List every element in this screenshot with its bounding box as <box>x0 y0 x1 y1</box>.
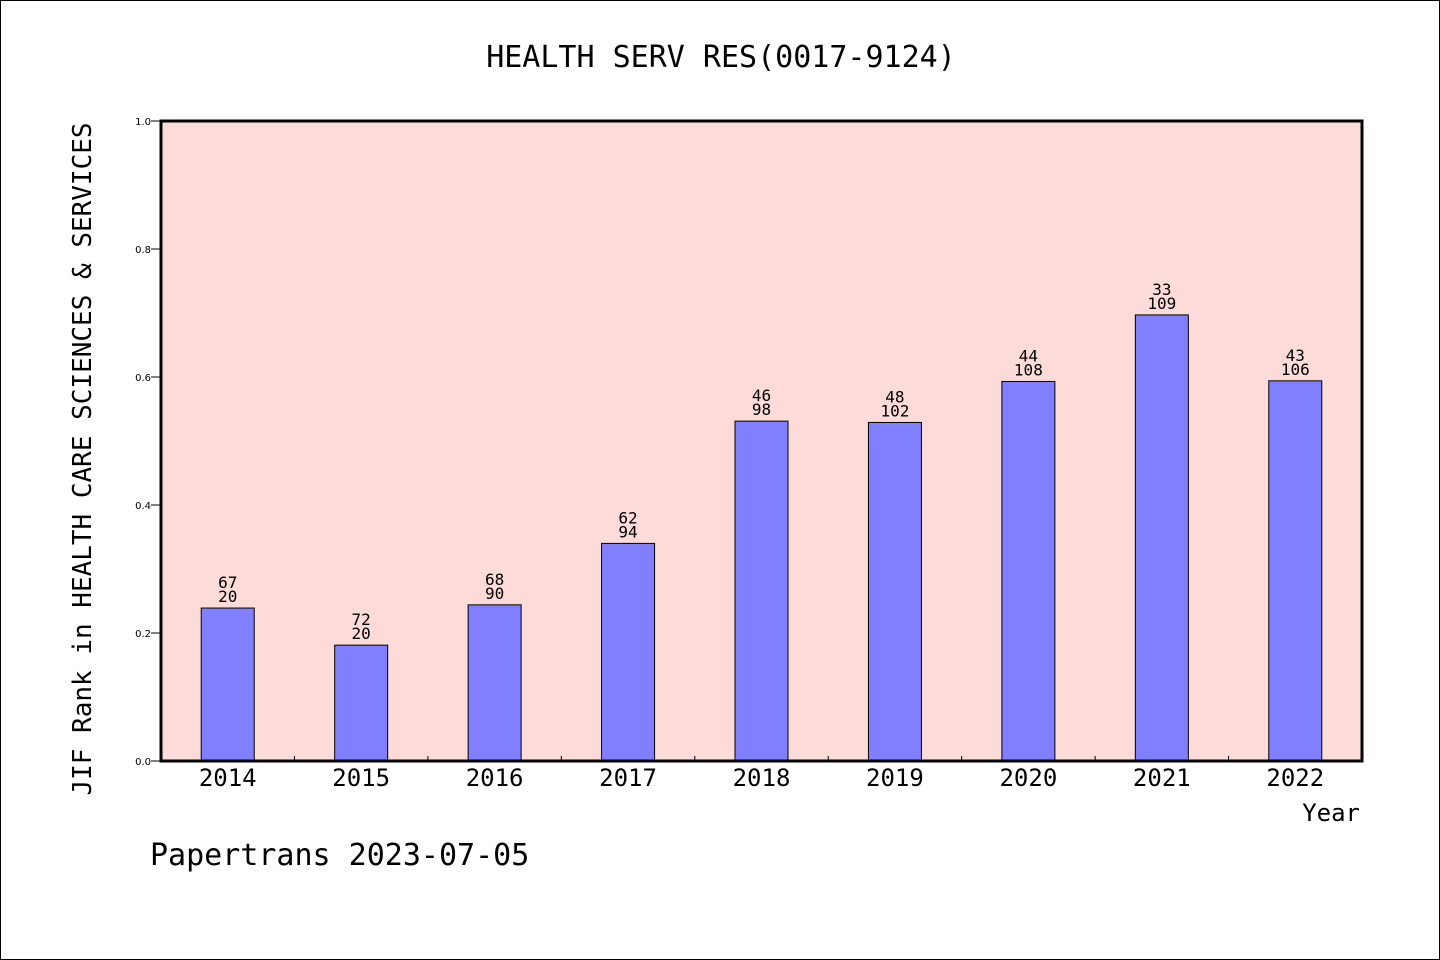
bar-2016 <box>467 604 522 762</box>
bar-label-top-2021: 33 <box>1152 280 1171 299</box>
bar-label-bottom-2019: 102 <box>880 401 909 420</box>
bar-label-bottom-2014: 20 <box>218 587 237 606</box>
bar-label-top-2015: 72 <box>352 610 371 629</box>
y-tick-label: 0.0 <box>135 757 151 768</box>
x-tick-label-2021: 2021 <box>1133 764 1191 792</box>
x-tick-label-2022: 2022 <box>1266 764 1324 792</box>
bar-label-top-2016: 68 <box>485 570 504 589</box>
y-tick-label: 0.6 <box>135 373 151 384</box>
bar-2021 <box>1134 314 1189 762</box>
bar-2015 <box>334 644 389 762</box>
x-tick-label-2016: 2016 <box>466 764 524 792</box>
bar-label-top-2019: 48 <box>885 387 904 406</box>
x-tick-label-2019: 2019 <box>866 764 924 792</box>
x-tick-label-2014: 2014 <box>199 764 257 792</box>
bar-label-top-2022: 43 <box>1286 346 1305 365</box>
bar-label-top-2014: 67 <box>218 573 237 592</box>
bar-label-bottom-2015: 20 <box>352 624 371 643</box>
y-tick-label: 0.8 <box>135 245 151 256</box>
x-axis-label: Year <box>1302 799 1360 827</box>
x-tick-label-2020: 2020 <box>999 764 1057 792</box>
bar-label-top-2017: 62 <box>618 508 637 527</box>
footer-credit: Papertrans 2023-07-05 <box>150 838 529 873</box>
bar-label-bottom-2016: 90 <box>485 584 504 603</box>
bar-label-bottom-2017: 94 <box>618 522 637 541</box>
x-axis: 2014 2015 2016 2017 2018 2019 2020 2021 2022 <box>199 756 1324 792</box>
bar-label-bottom-2022: 106 <box>1281 360 1310 379</box>
x-tick-label-2015: 2015 <box>332 764 390 792</box>
bar-label-top-2018: 46 <box>752 386 771 405</box>
bar-2022 <box>1268 380 1323 762</box>
y-axis-label: JIF Rank in HEALTH CARE SCIENCES & SERVI… <box>68 122 98 795</box>
bar-2018 <box>734 420 789 762</box>
chart-title: HEALTH SERV RES(0017-9124) <box>486 40 956 75</box>
x-tick-label-2018: 2018 <box>733 764 791 792</box>
y-tick-label: 0.2 <box>135 629 151 640</box>
bar-label-bottom-2021: 109 <box>1147 294 1176 313</box>
bar-label-top-2020: 44 <box>1019 346 1038 365</box>
x-tick-label-2017: 2017 <box>599 764 657 792</box>
y-tick-label: 1.0 <box>135 117 151 128</box>
bar-label-bottom-2018: 98 <box>752 400 771 419</box>
y-tick-label: 0.4 <box>135 501 151 512</box>
y-axis: 0.0 0.2 0.4 0.6 0.8 1.0 <box>135 117 161 768</box>
bar-label-bottom-2020: 108 <box>1014 360 1043 379</box>
bars-layer <box>200 314 1323 762</box>
plot-border <box>159 119 1364 763</box>
bar-2017 <box>601 542 656 762</box>
bar-2019 <box>867 421 922 762</box>
bar-2020 <box>1001 380 1056 762</box>
bar-2014 <box>200 607 255 762</box>
